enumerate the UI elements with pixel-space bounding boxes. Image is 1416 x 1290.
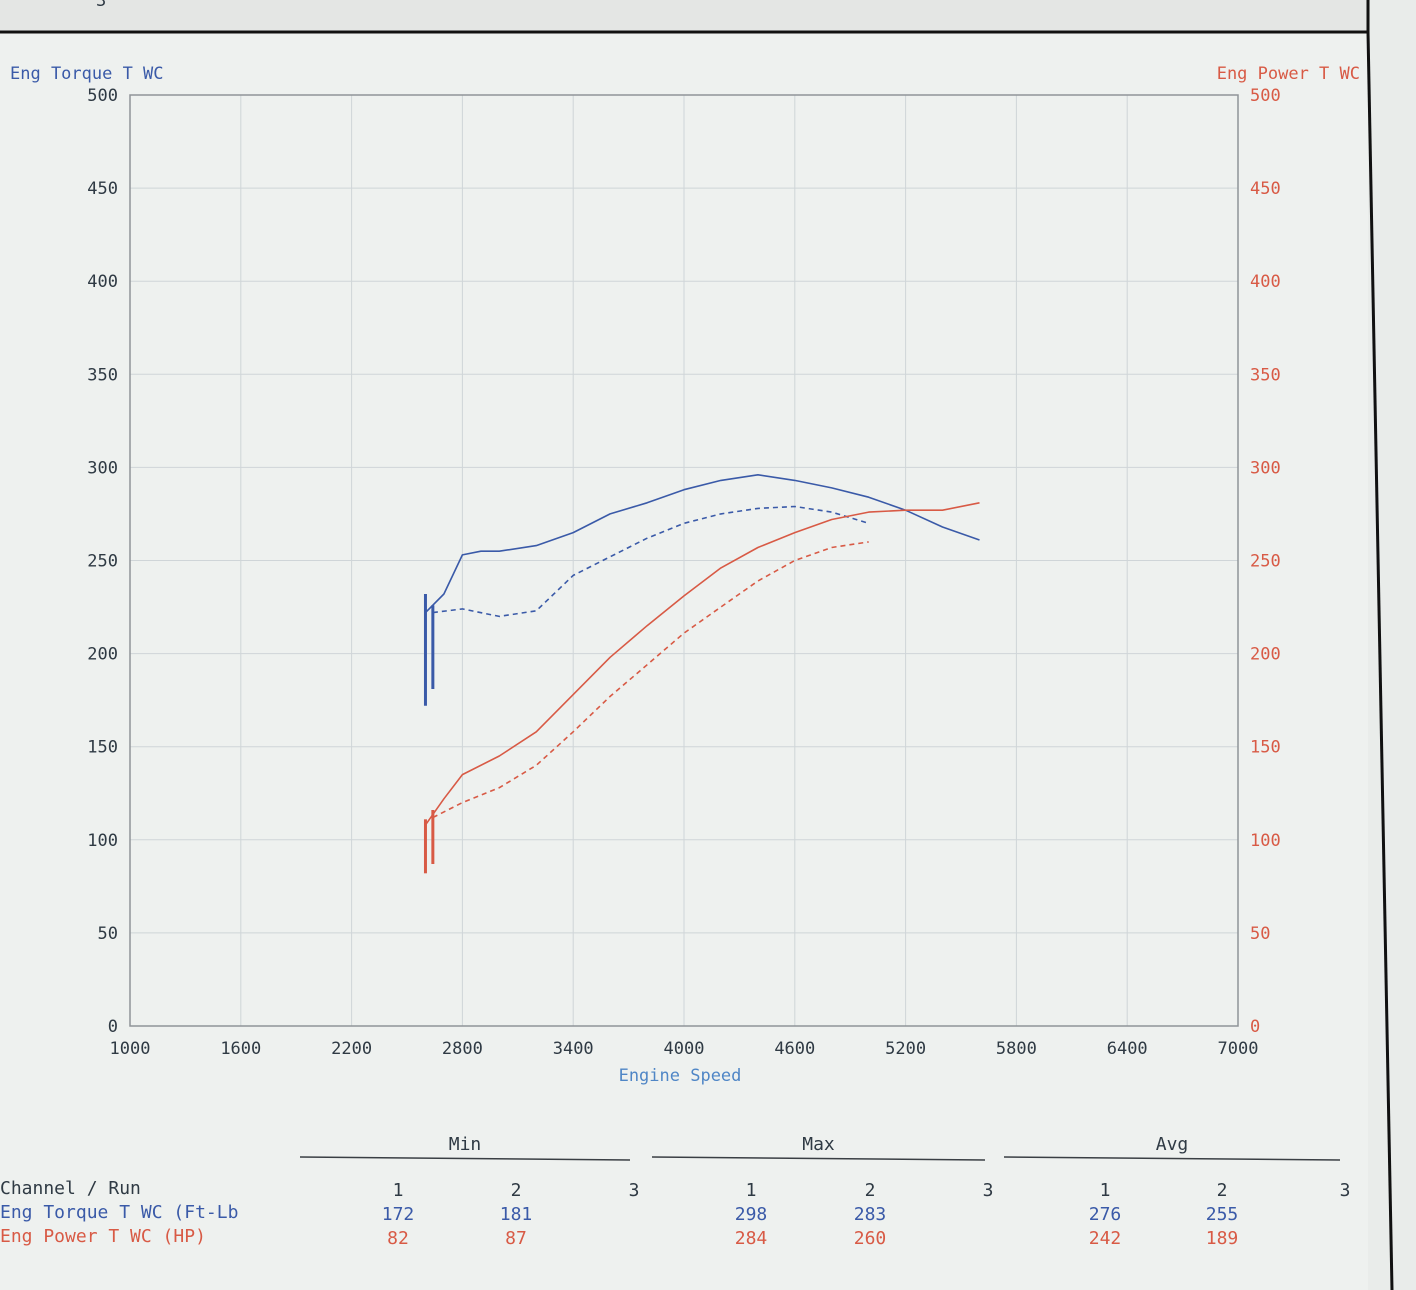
x-tick-label: 7000	[1218, 1039, 1259, 1059]
table-cell: 87	[505, 1228, 527, 1249]
table-cell: 82	[387, 1228, 409, 1249]
table-cell: 276	[1089, 1204, 1122, 1225]
y-right-tick-label: 350	[1250, 365, 1281, 385]
header-run-fragment: 3	[96, 0, 106, 11]
y-left-tick-label: 350	[87, 365, 118, 385]
table-cell: 298	[735, 1204, 768, 1225]
table-run-number: 1	[1100, 1180, 1111, 1201]
x-tick-label: 4600	[774, 1039, 815, 1059]
table-group-underline	[651, 1156, 986, 1161]
y-right-tick-label: 300	[1250, 458, 1281, 478]
table-cell: 260	[854, 1228, 887, 1249]
table-run-number: 3	[1340, 1180, 1351, 1201]
table-run-number: 1	[746, 1180, 757, 1201]
y-left-tick-label: 400	[87, 272, 118, 292]
y-left-tick-label: 500	[87, 86, 118, 106]
y-left-tick-label: 250	[87, 552, 118, 572]
x-tick-label: 2800	[442, 1039, 483, 1059]
table-row-label: Eng Torque T WC (Ft-Lb	[0, 1202, 238, 1223]
y-right-tick-label: 150	[1250, 738, 1281, 758]
table-run-number: 2	[865, 1180, 876, 1201]
y-left-tick-label: 100	[87, 831, 118, 851]
table-cell: 172	[382, 1204, 415, 1225]
y-right-tick-label: 250	[1250, 552, 1281, 572]
table-cell: 283	[854, 1204, 887, 1225]
y-left-tick-label: 0	[108, 1017, 118, 1037]
y-right-tick-label: 200	[1250, 645, 1281, 665]
x-tick-label: 1000	[110, 1039, 151, 1059]
table-run-number: 1	[393, 1180, 404, 1201]
y-right-axis-title: Eng Power T WC	[1217, 64, 1360, 84]
tick-labels: 1000 1600 2200 2800 3400 4000 4600 5200 5800 6400…	[87, 86, 1280, 1059]
table-cell: 189	[1206, 1228, 1239, 1249]
x-tick-label: 1600	[220, 1039, 261, 1059]
series-line-3	[424, 502, 980, 826]
y-right-tick-label: 400	[1250, 272, 1281, 292]
y-right-tick-label: 500	[1250, 86, 1281, 106]
x-tick-label: 4000	[664, 1039, 705, 1059]
table-run-number: 3	[629, 1180, 640, 1201]
y-left-tick-label: 200	[87, 645, 118, 665]
table-run-number: 2	[1217, 1180, 1228, 1201]
sheet-right-border	[1366, 31, 1394, 1290]
y-right-tick-label: 100	[1250, 831, 1281, 851]
series-line-2	[432, 505, 869, 618]
table-cell: 181	[500, 1204, 533, 1225]
series-line-4	[432, 541, 869, 819]
series-layer	[423, 473, 980, 874]
table-run-header: Channel / Run	[0, 1178, 141, 1199]
summary-table: Min Max Avg Channel / Run 1 2 3 1 2 3 1 2 3 Eng Torqu…	[0, 1134, 1350, 1249]
x-tick-label: 6400	[1107, 1039, 1148, 1059]
y-right-tick-label: 450	[1250, 179, 1281, 199]
table-run-number: 3	[983, 1180, 994, 1201]
x-tick-label: 5800	[996, 1039, 1037, 1059]
y-left-tick-label: 450	[87, 179, 118, 199]
y-left-tick-label: 300	[87, 458, 118, 478]
table-group-header: Max	[802, 1134, 835, 1155]
table-group-underline	[1003, 1156, 1341, 1161]
x-tick-label: 3400	[553, 1039, 594, 1059]
y-left-tick-label: 150	[87, 738, 118, 758]
table-cell: 284	[735, 1228, 768, 1249]
series-line-1	[424, 473, 980, 614]
x-tick-label: 5200	[885, 1039, 926, 1059]
table-cell: 255	[1206, 1204, 1239, 1225]
plot-frame	[129, 94, 1239, 1027]
table-group-header: Min	[449, 1134, 482, 1155]
table-group-underline	[299, 1156, 631, 1161]
table-row-label: Eng Power T WC (HP)	[0, 1226, 206, 1247]
top-strip	[0, 0, 1370, 30]
x-tick-label: 2200	[331, 1039, 372, 1059]
y-left-axis-title: Eng Torque T WC	[10, 64, 164, 84]
table-run-number: 2	[511, 1180, 522, 1201]
y-right-tick-label: 50	[1250, 924, 1270, 944]
y-right-tick-label: 0	[1250, 1017, 1260, 1037]
y-left-tick-label: 50	[98, 924, 118, 944]
table-group-header: Avg	[1156, 1134, 1189, 1155]
x-axis-title: Engine Speed	[619, 1066, 742, 1086]
table-cell: 242	[1089, 1228, 1122, 1249]
